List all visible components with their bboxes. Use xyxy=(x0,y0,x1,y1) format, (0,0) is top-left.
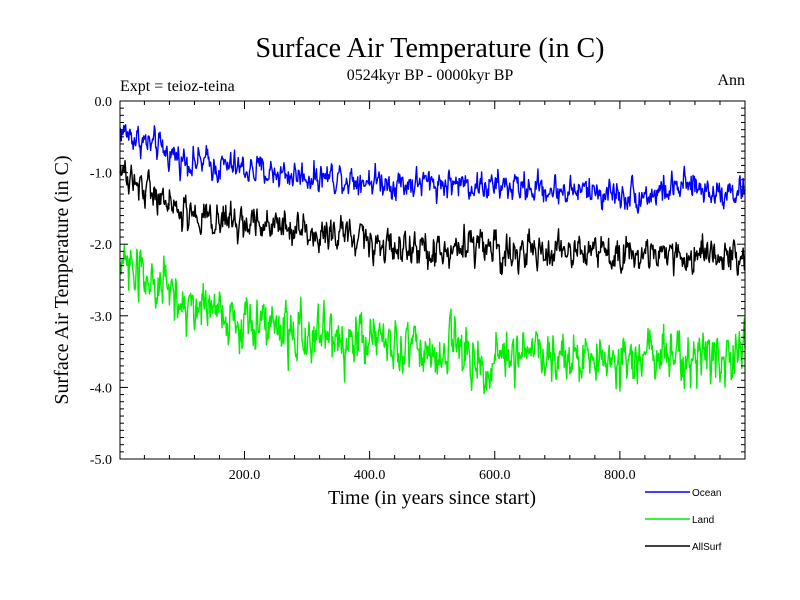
y-tick-label: -5.0 xyxy=(90,453,112,468)
y-tick-label: -4.0 xyxy=(90,381,112,396)
series-line-land xyxy=(119,244,746,395)
x-tick-label: 400.0 xyxy=(354,468,386,483)
legend: Ocean Land AllSurf xyxy=(645,488,722,553)
chart-subtitle: 0524kyr BP - 0000kyr BP xyxy=(347,67,514,84)
plot-frame xyxy=(119,100,746,460)
y-axis-label: Surface Air Temperature (in C) xyxy=(51,155,73,404)
series-line-ocean xyxy=(119,124,746,214)
y-tick-label: -2.0 xyxy=(90,238,112,253)
x-tick-label: 800.0 xyxy=(604,468,636,483)
y-tick-label: -3.0 xyxy=(90,310,112,325)
series-line-allsurf xyxy=(119,159,746,277)
legend-label-allsurf: AllSurf xyxy=(692,542,722,553)
x-tick-label: 600.0 xyxy=(479,468,511,483)
experiment-label: Expt = teioz-teina xyxy=(120,78,235,95)
x-tick-label: 200.0 xyxy=(229,468,261,483)
chart-title: Surface Air Temperature (in C) xyxy=(256,33,605,64)
y-tick-label: -1.0 xyxy=(90,167,112,182)
season-label: Ann xyxy=(717,72,745,89)
series-layer xyxy=(119,124,746,395)
x-axis-label: Time (in years since start) xyxy=(328,487,536,509)
axis-ticks: 0.0 -1.0 -2.0 -3.0 -4.0 -5.0 200.0 400.0 600.0 80… xyxy=(90,95,745,483)
legend-label-ocean: Ocean xyxy=(692,488,721,499)
legend-label-land: Land xyxy=(692,515,714,526)
y-tick-label: 0.0 xyxy=(95,95,113,110)
